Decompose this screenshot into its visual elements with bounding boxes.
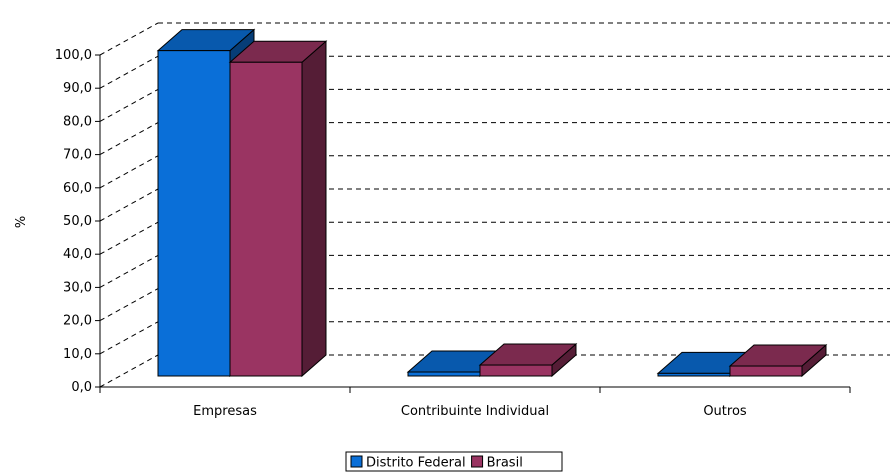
legend-label: Brasil bbox=[487, 456, 523, 471]
bar-front bbox=[157, 50, 231, 377]
y-tick-label: 30,0 bbox=[63, 280, 92, 295]
gridline-side bbox=[99, 288, 159, 322]
x-category-label: Outros bbox=[703, 404, 747, 419]
bar-front bbox=[229, 61, 303, 377]
y-tick-label: 80,0 bbox=[63, 114, 92, 129]
y-tick-label: 70,0 bbox=[63, 148, 92, 163]
bar-front bbox=[407, 371, 481, 377]
gridline-side bbox=[99, 55, 159, 89]
y-tick-label: 90,0 bbox=[63, 81, 92, 96]
legend-box bbox=[345, 451, 563, 472]
bar-front bbox=[479, 364, 553, 377]
x-category-label: Empresas bbox=[193, 404, 257, 419]
legend-item: Brasil bbox=[471, 455, 523, 471]
y-tick-label: 40,0 bbox=[63, 247, 92, 262]
labels-layer: 0,0 10,0 20,0 30,0 40,0 50,0 60,0 70,0 80,0 90,0 1… bbox=[55, 48, 747, 419]
bar bbox=[228, 40, 328, 378]
bar-front bbox=[729, 365, 803, 377]
y-tick-label: 50,0 bbox=[63, 214, 92, 229]
gridline-side bbox=[99, 155, 159, 189]
gridline-side bbox=[99, 122, 159, 156]
y-tick-label: 20,0 bbox=[63, 314, 92, 329]
legend-swatch bbox=[350, 455, 363, 468]
gridline-side bbox=[99, 321, 159, 355]
y-tick-label: 60,0 bbox=[63, 181, 92, 196]
y-axis-title: % bbox=[14, 216, 29, 228]
bar bbox=[478, 342, 578, 378]
axis-layer bbox=[95, 54, 851, 393]
bar-side bbox=[301, 40, 327, 378]
gridline-side bbox=[99, 22, 159, 56]
gridline-side bbox=[99, 221, 159, 255]
x-category-label: Contribuinte Individual bbox=[401, 404, 549, 419]
bar-front bbox=[657, 372, 731, 377]
legend-swatch bbox=[471, 455, 484, 468]
bars-layer bbox=[156, 28, 828, 378]
y-tick-label: 10,0 bbox=[63, 347, 92, 362]
legend-label: Distrito Federal bbox=[366, 456, 466, 471]
bar bbox=[728, 343, 828, 378]
legend: Distrito Federal Brasil bbox=[345, 451, 563, 472]
gridline-side bbox=[99, 254, 159, 288]
legend-item: Distrito Federal bbox=[350, 455, 466, 471]
gridline-side bbox=[99, 88, 159, 122]
gridline-side bbox=[99, 354, 159, 388]
gridline-side bbox=[99, 188, 159, 222]
y-tick-label: 0,0 bbox=[71, 380, 92, 395]
y-tick-label: 100,0 bbox=[55, 48, 92, 63]
